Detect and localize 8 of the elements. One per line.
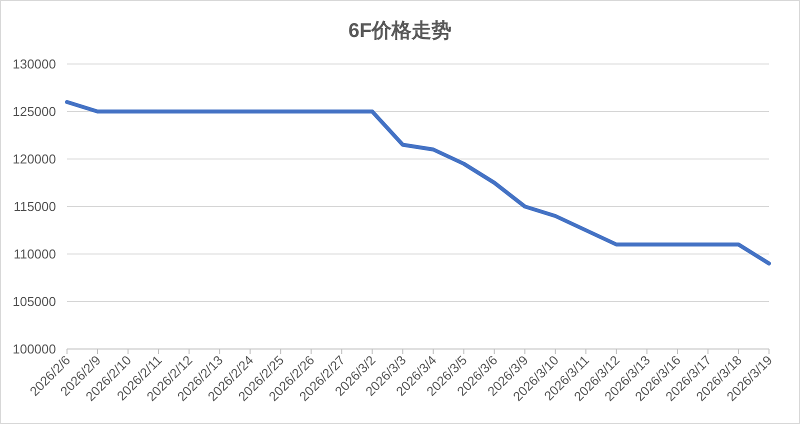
y-tick-label: 115000: [14, 199, 56, 214]
y-tick-label: 100000: [12, 342, 56, 356]
y-tick-label: 110000: [14, 246, 56, 262]
chart-title: 6F价格走势: [348, 20, 452, 42]
y-tick-label: 105000: [12, 294, 56, 309]
y-tick-label: 130000: [12, 56, 56, 72]
y-tick-label: 120000: [12, 152, 56, 166]
y-tick-label: 125000: [12, 104, 56, 119]
